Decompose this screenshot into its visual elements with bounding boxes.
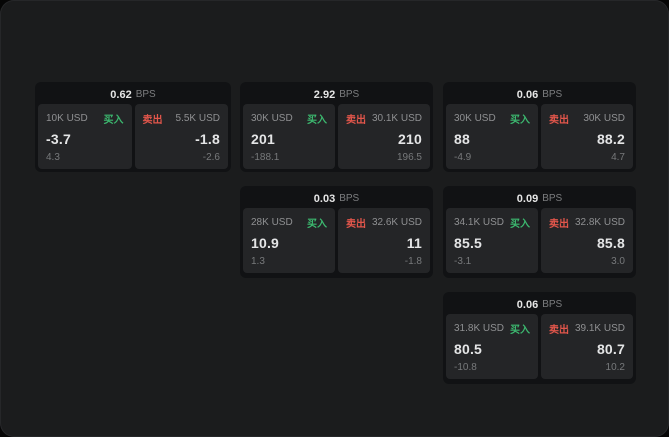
sell-delta: 10.2	[605, 362, 625, 373]
buy-quote-cell[interactable]: 30K USD 买入 88 -4.9	[446, 104, 538, 169]
sell-size-label: 32.6K USD	[371, 217, 422, 228]
buy-size-label: 30K USD	[251, 113, 293, 124]
buy-price: -3.7	[46, 131, 71, 147]
spread-header: 0.06 BPS	[446, 85, 633, 104]
sell-quote-cell[interactable]: 卖出 32.6K USD 11 -1.8	[338, 208, 430, 273]
sell-delta: 4.7	[611, 152, 625, 163]
buy-size-label: 30K USD	[454, 113, 496, 124]
buy-price: 88	[454, 131, 470, 147]
buy-size-label: 28K USD	[251, 217, 293, 228]
spread-unit-label: BPS	[542, 299, 563, 310]
spread-unit-label: BPS	[339, 89, 360, 100]
buy-quote-cell[interactable]: 31.8K USD 买入 80.5 -10.8	[446, 314, 538, 379]
buy-size-label: 10K USD	[46, 113, 88, 124]
buy-price: 10.9	[251, 235, 280, 251]
spread-unit-label: BPS	[542, 193, 563, 204]
sell-quote-cell[interactable]: 卖出 30K USD 88.2 4.7	[541, 104, 633, 169]
spread-unit-label: BPS	[135, 89, 156, 100]
buy-delta: -10.8	[454, 362, 477, 373]
buy-delta: -4.9	[454, 152, 472, 163]
sell-price: 88.2	[596, 131, 625, 147]
spread-value: 0.03	[313, 192, 336, 205]
quote-panel: 0.03 BPS 28K USD 买入 10.9 1.3 卖出 32.6K US…	[240, 186, 433, 278]
quote-panel: 0.09 BPS 34.1K USD 买入 85.5 -3.1 卖出 32.8K…	[443, 186, 636, 278]
buy-delta: 1.3	[251, 256, 265, 267]
spread-header: 0.09 BPS	[446, 189, 633, 208]
quote-panel: 2.92 BPS 30K USD 买入 201 -188.1 卖出 30.1K …	[240, 82, 433, 172]
quote-panel: 0.06 BPS 30K USD 买入 88 -4.9 卖出 30K USD	[443, 82, 636, 172]
sell-button[interactable]: 卖出	[549, 325, 569, 336]
buy-delta: 4.3	[46, 152, 60, 163]
spread-value: 0.62	[110, 88, 132, 101]
sell-delta: 196.5	[396, 152, 422, 163]
sell-quote-cell[interactable]: 卖出 39.1K USD 80.7 10.2	[541, 314, 633, 379]
buy-delta: -3.1	[454, 256, 472, 267]
spread-header: 0.06 BPS	[446, 295, 633, 314]
sell-quote-cell[interactable]: 卖出 30.1K USD 210 196.5	[338, 104, 430, 169]
spread-value: 0.06	[516, 88, 539, 101]
sell-price: 210	[398, 131, 422, 147]
sell-price: 80.7	[596, 341, 625, 357]
sell-price: -1.8	[195, 131, 220, 147]
buy-delta: -188.1	[251, 152, 280, 163]
buy-button[interactable]: 买入	[510, 325, 530, 336]
buy-button[interactable]: 买入	[307, 219, 327, 230]
sell-button[interactable]: 卖出	[346, 219, 366, 230]
sell-button[interactable]: 卖出	[346, 115, 366, 126]
quote-panel: 0.06 BPS 31.8K USD 买入 80.5 -10.8 卖出 39.1…	[443, 292, 636, 384]
sell-button[interactable]: 卖出	[142, 115, 163, 126]
spread-unit-label: BPS	[542, 89, 563, 100]
spread-value: 0.06	[516, 298, 539, 311]
sell-delta: -1.8	[404, 256, 422, 267]
buy-quote-cell[interactable]: 34.1K USD 买入 85.5 -3.1	[446, 208, 538, 273]
buy-price: 201	[251, 131, 275, 147]
sell-delta: 3.0	[611, 256, 625, 267]
spread-value: 2.92	[313, 88, 336, 101]
buy-button[interactable]: 买入	[103, 115, 124, 126]
sell-delta: -2.6	[202, 152, 220, 163]
sell-button[interactable]: 卖出	[549, 219, 569, 230]
buy-quote-cell[interactable]: 28K USD 买入 10.9 1.3	[243, 208, 335, 273]
sell-size-label: 5.5K USD	[175, 113, 220, 124]
buy-quote-cell[interactable]: 30K USD 买入 201 -188.1	[243, 104, 335, 169]
sell-size-label: 39.1K USD	[574, 323, 625, 334]
sell-size-label: 30K USD	[583, 113, 625, 124]
spread-header: 2.92 BPS	[243, 85, 430, 104]
quote-panel: 0.62 BPS 10K USD 买入 -3.7 4.3 卖出 5.5K USD	[35, 82, 231, 172]
sell-price: 85.8	[596, 235, 625, 251]
sell-size-label: 30.1K USD	[371, 113, 422, 124]
sell-quote-cell[interactable]: 卖出 5.5K USD -1.8 -2.6	[134, 104, 228, 169]
sell-button[interactable]: 卖出	[549, 115, 569, 126]
buy-button[interactable]: 买入	[307, 115, 327, 126]
buy-quote-cell[interactable]: 10K USD 买入 -3.7 4.3	[38, 104, 132, 169]
buy-button[interactable]: 买入	[510, 219, 530, 230]
sell-size-label: 32.8K USD	[574, 217, 625, 228]
sell-price: 11	[406, 235, 422, 251]
buy-price: 80.5	[454, 341, 483, 357]
spread-header: 0.62 BPS	[38, 85, 228, 104]
buy-price: 85.5	[454, 235, 483, 251]
spread-header: 0.03 BPS	[243, 189, 430, 208]
spread-value: 0.09	[516, 192, 539, 205]
buy-button[interactable]: 买入	[510, 115, 530, 126]
sell-quote-cell[interactable]: 卖出 32.8K USD 85.8 3.0	[541, 208, 633, 273]
buy-size-label: 31.8K USD	[454, 323, 505, 334]
spread-unit-label: BPS	[339, 193, 360, 204]
buy-size-label: 34.1K USD	[454, 217, 505, 228]
